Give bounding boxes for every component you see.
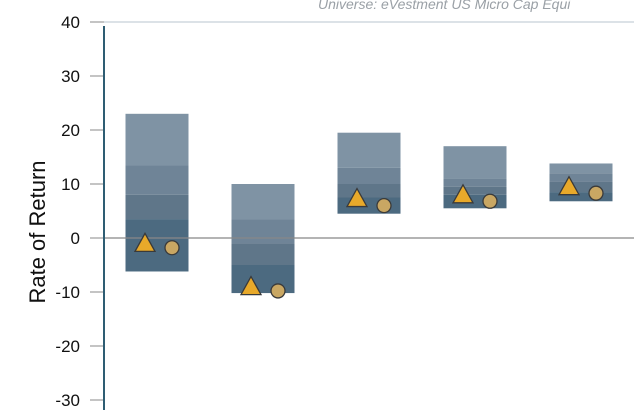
y-tick-label: 40 [61, 13, 80, 32]
triangle-marker [557, 175, 581, 196]
range-band [337, 184, 401, 198]
y-tick-label: -30 [55, 391, 80, 410]
y-ticks: 40 30 20 10 0 -10 -20 -30 [55, 13, 104, 410]
range-band [125, 165, 189, 195]
range-band [125, 194, 189, 220]
y-tick-label: 10 [61, 175, 80, 194]
y-tick-label: -10 [55, 283, 80, 302]
triangle-marker [345, 187, 369, 208]
range-band [231, 219, 295, 244]
circle-marker [270, 283, 286, 299]
circle-marker [376, 197, 392, 214]
range-band [337, 167, 401, 184]
markers [133, 175, 604, 299]
circle-marker [588, 185, 604, 201]
triangle-marker [133, 232, 157, 253]
range-band [443, 178, 507, 187]
range-band [443, 186, 507, 195]
range-band [231, 184, 295, 220]
y-tick-label: -20 [55, 337, 80, 356]
range-band [549, 192, 613, 202]
circle-marker [164, 240, 180, 256]
range-band [549, 181, 613, 193]
y-tick-label: 30 [61, 67, 80, 86]
triangle-marker [451, 183, 475, 204]
y-tick-label: 20 [61, 121, 80, 140]
y-axis-label: Rate of Return [25, 160, 50, 303]
circle-marker [482, 193, 498, 209]
range-band [549, 173, 613, 182]
range-band [443, 146, 507, 179]
bars [125, 113, 613, 294]
chart-subtitle: Universe: eVestment US Micro Cap Equi [318, 0, 571, 12]
range-band [125, 113, 189, 166]
y-tick-label: 0 [71, 229, 80, 248]
triangle-marker [239, 275, 263, 296]
range-band [549, 163, 613, 174]
range-band [337, 132, 401, 168]
range-band [231, 243, 295, 265]
